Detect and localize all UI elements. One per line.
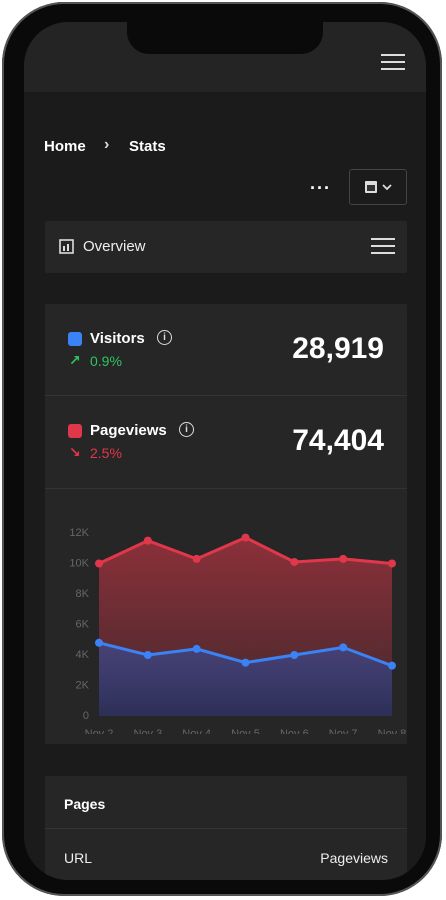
- overview-menu[interactable]: [371, 233, 395, 259]
- y-tick-label: 0: [83, 710, 89, 722]
- breadcrumb-separator: ›: [104, 136, 110, 153]
- menu-button[interactable]: [381, 49, 405, 75]
- legend-swatch: [68, 332, 82, 346]
- info-icon[interactable]: i: [157, 330, 172, 345]
- pages-card: Pages URL Pageviews: [45, 776, 407, 880]
- point: [192, 644, 201, 653]
- change-value: 2.5%: [90, 445, 122, 461]
- chart: 0 2K 4K 6K 8K 10K 12K Nov 2 Nov 3 Nov 4 Nov 5 Nov 6…: [69, 527, 407, 734]
- divider: [45, 828, 407, 829]
- x-tick-label: Nov 8: [378, 728, 407, 734]
- point: [95, 559, 103, 568]
- x-tick-label: Nov 6: [280, 728, 309, 734]
- x-tick-label: Nov 5: [231, 728, 260, 734]
- point: [143, 536, 152, 545]
- overview-bar: Overview: [45, 221, 407, 273]
- column-header: URL: [64, 850, 93, 866]
- point: [290, 557, 299, 566]
- x-tick-label: Nov 2: [85, 728, 114, 734]
- breadcrumb-home[interactable]: Home: [44, 138, 86, 155]
- y-tick-label: 2K: [76, 679, 90, 691]
- y-tick-label: 4K: [76, 649, 90, 661]
- point: [192, 554, 201, 563]
- point: [143, 651, 152, 659]
- point: [241, 658, 250, 667]
- trend-up-icon: ↗: [69, 352, 81, 368]
- phone-frame: Home › Stats ··· Overview Visitors i ↗ 0…: [2, 2, 442, 896]
- change-value: 0.9%: [90, 353, 122, 369]
- legend-swatch: [68, 424, 82, 438]
- screen: Home › Stats ··· Overview Visitors i ↗ 0…: [24, 22, 426, 880]
- area: [99, 642, 392, 716]
- point: [388, 661, 396, 670]
- y-tick-label: 10K: [69, 557, 89, 569]
- pages-title: Pages: [64, 796, 106, 812]
- y-tick-label: 6K: [76, 618, 90, 630]
- point: [241, 533, 250, 542]
- point: [339, 643, 348, 652]
- legend-label: Visitors: [90, 330, 145, 347]
- point: [290, 651, 299, 659]
- info-icon[interactable]: i: [179, 422, 194, 437]
- column-header: Pageviews: [320, 850, 388, 866]
- overview-icon: [59, 239, 74, 254]
- point: [339, 554, 348, 563]
- date-picker[interactable]: [349, 169, 407, 205]
- point: [95, 638, 103, 647]
- y-tick-label: 8K: [76, 588, 90, 600]
- legend-label: Pageviews: [90, 422, 167, 439]
- breadcrumb-current: Stats: [129, 138, 166, 155]
- total-value: 28,919: [292, 332, 384, 365]
- total-value: 74,404: [292, 424, 384, 457]
- overview-title: Overview: [83, 238, 146, 255]
- x-tick-label: Nov 4: [182, 728, 211, 734]
- point: [388, 559, 396, 568]
- x-tick-label: Nov 3: [133, 728, 162, 734]
- divider: [45, 395, 407, 396]
- more-button[interactable]: ···: [310, 178, 331, 198]
- trend-down-icon: ↘: [69, 444, 81, 460]
- calendar-icon: [365, 181, 392, 193]
- x-tick-label: Nov 7: [329, 728, 358, 734]
- notch: [127, 22, 323, 54]
- divider: [45, 488, 407, 489]
- y-tick-label: 12K: [69, 527, 89, 539]
